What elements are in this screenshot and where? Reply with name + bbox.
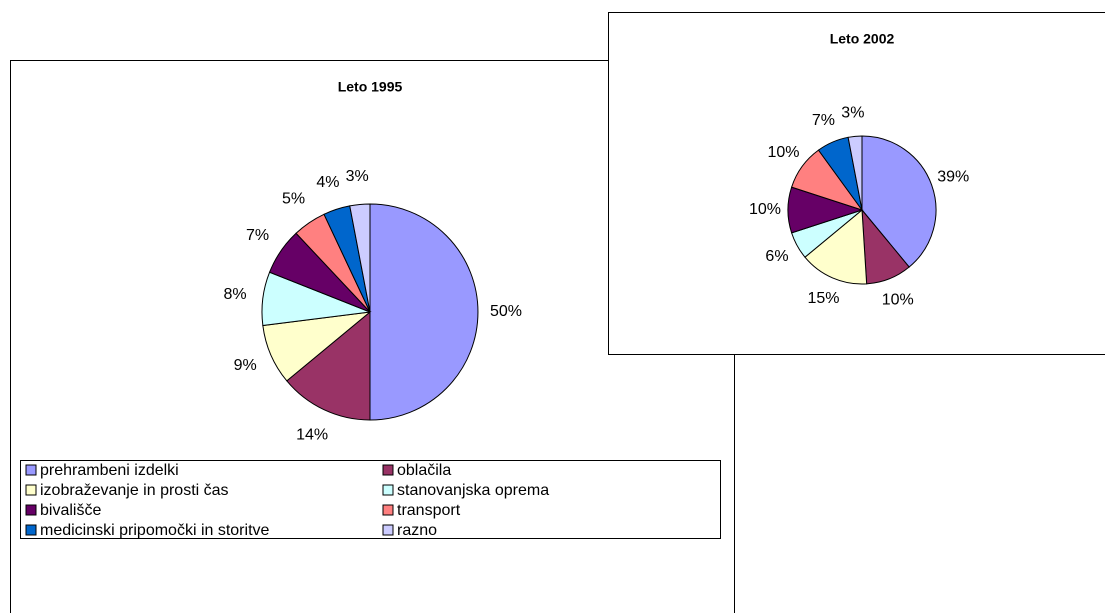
data-label: 50% <box>490 303 522 320</box>
pie-slice <box>804 208 868 285</box>
legend-label: medicinski pripomočki in storitve <box>40 522 270 539</box>
data-label: 10% <box>768 144 800 161</box>
pie-slice <box>369 203 479 421</box>
data-label: 15% <box>807 290 839 307</box>
chart-title: Leto 1995 <box>338 79 403 95</box>
legend-swatch <box>382 484 394 496</box>
data-label: 7% <box>246 227 269 244</box>
legend-swatch <box>25 464 37 476</box>
legend-swatch <box>382 464 394 476</box>
chart-title: Leto 2002 <box>830 31 895 47</box>
data-label: 10% <box>882 291 914 308</box>
pie-slice <box>286 310 371 421</box>
legend-swatch <box>382 504 394 516</box>
legend-label: izobraževanje in prosti čas <box>40 482 229 499</box>
legend-label: oblačila <box>397 462 451 479</box>
data-label: 4% <box>316 174 339 191</box>
data-label: 3% <box>346 168 369 185</box>
legend-swatch <box>25 504 37 516</box>
pie-slice <box>861 135 937 268</box>
pie-slice <box>847 135 863 211</box>
data-label: 7% <box>812 112 835 129</box>
legend-label: razno <box>397 522 437 539</box>
data-label: 9% <box>234 357 257 374</box>
legend-swatch <box>382 524 394 536</box>
chart-1995: Leto 1995 50% 14% 9% 8% 7% 5% 4% 3% prehrambeni i… <box>20 79 721 539</box>
data-label: 10% <box>749 201 781 218</box>
data-label: 3% <box>841 105 864 122</box>
data-label: 39% <box>937 168 969 185</box>
pie-slice <box>349 203 371 313</box>
legend-label: transport <box>397 502 461 519</box>
data-label: 5% <box>282 191 305 208</box>
legend-label: bivališče <box>40 502 101 519</box>
data-label: 6% <box>765 248 788 265</box>
chart-2002: Leto 2002 39% 10% 15% 6% 10% 10% 7% 3% <box>749 31 969 309</box>
data-label: 8% <box>224 286 247 303</box>
legend-label: stanovanjska oprema <box>397 482 549 499</box>
legend-label: prehrambeni izdelki <box>40 462 179 479</box>
legend-swatch <box>25 484 37 496</box>
data-label: 14% <box>296 426 328 443</box>
legend-swatch <box>25 524 37 536</box>
legend-box <box>20 460 721 539</box>
